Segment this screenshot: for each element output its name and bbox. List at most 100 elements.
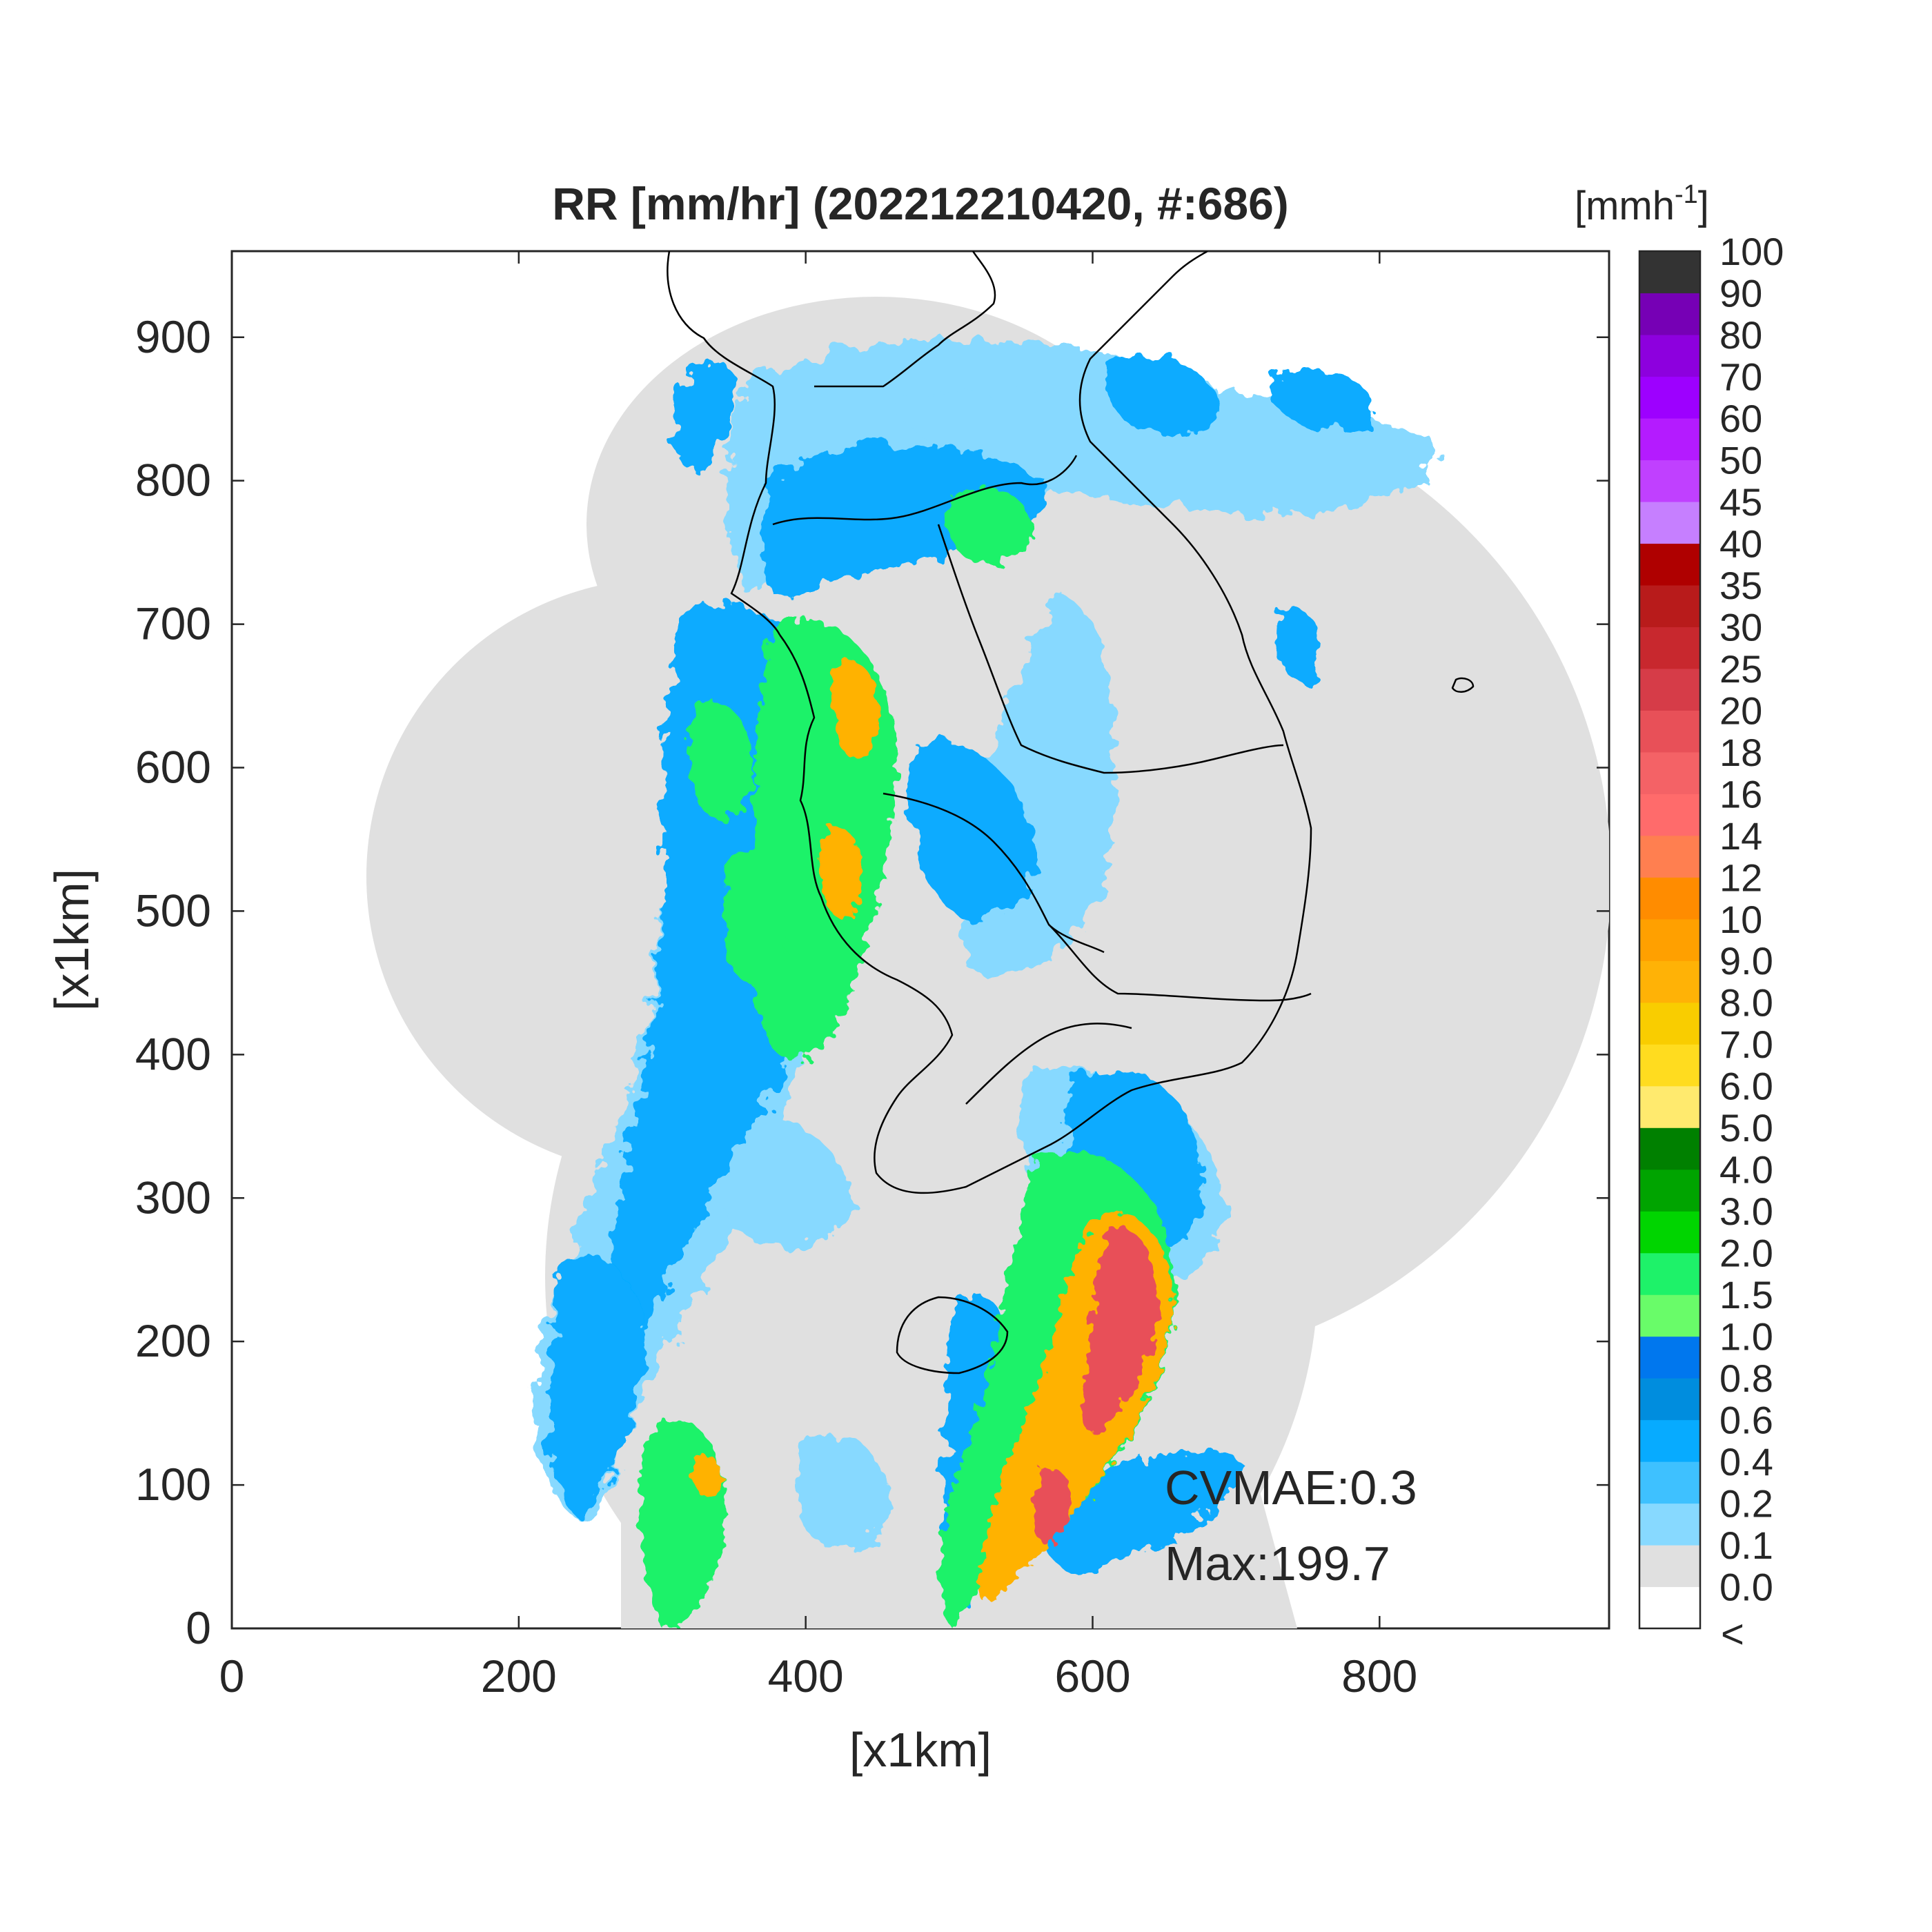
colorbar-label: 7.0 (1719, 1023, 1773, 1066)
extreme-rain-core (1033, 1227, 1159, 1544)
colorbar-swatch (1639, 417, 1700, 461)
colorbar-swatch (1639, 877, 1700, 920)
coastline-boundaries (667, 251, 1475, 1374)
colorbar-label: 14 (1719, 814, 1762, 858)
colorbar-swatch (1639, 1336, 1700, 1379)
colorbar-swatch (1639, 960, 1700, 1003)
colorbar-swatch (1639, 251, 1700, 294)
colorbar-swatch (1639, 918, 1700, 961)
colorbar-swatch (1639, 710, 1700, 753)
colorbar-swatch (1639, 501, 1700, 544)
colorbar-label: 25 (1719, 647, 1762, 691)
colorbar-label: 50 (1719, 438, 1762, 482)
map-axes: CVMAE:0.3 Max:199.7 (230, 250, 1610, 1630)
x-tick-label: 200 (481, 1650, 557, 1702)
colorbar-label: 12 (1719, 856, 1762, 899)
colorbar-label: 0.6 (1719, 1399, 1773, 1442)
colorbar-below-range-label: < (1721, 1612, 1744, 1657)
x-tick-label: 800 (1341, 1650, 1417, 1702)
colorbar-swatch (1639, 1002, 1700, 1045)
colorbar-label: 60 (1719, 397, 1762, 440)
cvmae-annotation: CVMAE:0.3 (1165, 1461, 1417, 1515)
colorbar-label: 2.0 (1719, 1232, 1773, 1275)
x-axis-label: [x1km] (849, 1723, 992, 1777)
y-tick-label: 600 (135, 742, 211, 793)
x-axis-ticks: 0 200 400 600 800 (219, 251, 1417, 1702)
colorbar-label: 0.0 (1719, 1566, 1773, 1609)
radar-field (366, 251, 1609, 1628)
colorbar-label: 16 (1719, 772, 1762, 816)
y-axis-ticks: 0 100 200 300 400 500 600 700 800 900 (135, 311, 1609, 1653)
colorbar-label: 0.4 (1719, 1440, 1773, 1483)
colorbar-swatch (1639, 1545, 1700, 1588)
colorbar-swatch (1639, 751, 1700, 794)
y-axis-label: [x1km] (45, 869, 99, 1011)
colorbar-swatch (1639, 1378, 1700, 1421)
colorbar-swatch (1639, 1461, 1700, 1504)
colorbar-label: 5.0 (1719, 1106, 1773, 1150)
colorbar-unit-label: [mmh-1] (1575, 180, 1709, 228)
colorbar-swatch (1639, 584, 1700, 627)
colorbar-label: 30 (1719, 605, 1762, 649)
colorbar-labels: 0.00.10.20.40.60.81.01.52.03.04.05.06.07… (1719, 230, 1784, 1609)
colorbar-label: 35 (1719, 564, 1762, 607)
colorbar-label: 0.1 (1719, 1524, 1773, 1567)
y-tick-label: 800 (135, 455, 211, 506)
colorbar-swatch (1639, 334, 1700, 377)
colorbar-swatch (1639, 1419, 1700, 1462)
y-tick-label: 400 (135, 1028, 211, 1079)
colorbar: [mmh-1] 0.00.10.20.40.60.81.01.52.03.04.… (1575, 180, 1784, 1657)
colorbar-label: 100 (1719, 230, 1784, 273)
colorbar-swatch (1639, 1169, 1700, 1212)
colorbar-swatch (1639, 376, 1700, 419)
x-tick-label: 0 (219, 1650, 245, 1702)
colorbar-swatches (1639, 251, 1700, 1629)
colorbar-label: 0.2 (1719, 1482, 1773, 1526)
colorbar-label: 1.0 (1719, 1315, 1773, 1359)
colorbar-swatch (1639, 1252, 1700, 1295)
colorbar-swatch (1639, 793, 1700, 836)
colorbar-swatch (1639, 293, 1700, 335)
colorbar-label: 0.8 (1719, 1357, 1773, 1400)
colorbar-frame (1638, 250, 1702, 1630)
colorbar-label: 70 (1719, 355, 1762, 398)
y-tick-label: 900 (135, 311, 211, 362)
colorbar-swatch (1639, 1127, 1700, 1170)
colorbar-swatch (1639, 835, 1700, 878)
colorbar-unit-text: [mmh (1575, 184, 1675, 228)
colorbar-swatch (1639, 543, 1700, 586)
colorbar-swatch (1639, 1294, 1700, 1337)
colorbar-swatch (1639, 1586, 1700, 1629)
y-tick-label: 100 (135, 1459, 211, 1510)
colorbar-swatch (1639, 1044, 1700, 1087)
colorbar-swatch (1639, 1085, 1700, 1128)
y-tick-label: 200 (135, 1315, 211, 1366)
colorbar-unit-superscript: -1 (1675, 180, 1698, 209)
colorbar-swatch (1639, 668, 1700, 711)
colorbar-label: 40 (1719, 522, 1762, 565)
y-tick-label: 500 (135, 885, 211, 936)
colorbar-swatch (1639, 627, 1700, 669)
colorbar-label: 45 (1719, 480, 1762, 524)
y-tick-label: 700 (135, 598, 211, 649)
colorbar-label: 9.0 (1719, 939, 1773, 983)
colorbar-label: 90 (1719, 271, 1762, 315)
colorbar-unit-close: ] (1698, 184, 1709, 228)
max-annotation: Max:199.7 (1165, 1537, 1390, 1590)
colorbar-label: 18 (1719, 731, 1762, 774)
chart-title: RR [mm/hr] (202212210420, #:686) (552, 178, 1289, 229)
x-tick-label: 600 (1054, 1650, 1130, 1702)
y-tick-label: 0 (186, 1602, 211, 1653)
colorbar-swatch (1639, 1503, 1700, 1546)
colorbar-label: 20 (1719, 689, 1762, 732)
colorbar-label: 8.0 (1719, 981, 1773, 1025)
colorbar-label: 80 (1719, 313, 1762, 357)
colorbar-swatch (1639, 460, 1700, 502)
colorbar-label: 6.0 (1719, 1065, 1773, 1108)
x-tick-label: 400 (768, 1650, 844, 1702)
colorbar-label: 4.0 (1719, 1148, 1773, 1192)
y-tick-label: 300 (135, 1172, 211, 1223)
colorbar-label: 1.5 (1719, 1273, 1773, 1317)
colorbar-label: 10 (1719, 898, 1762, 941)
